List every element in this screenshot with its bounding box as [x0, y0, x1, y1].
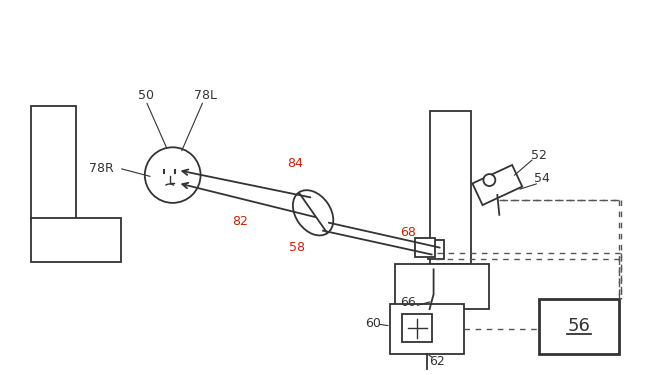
Text: 78L: 78L	[194, 89, 217, 102]
Text: 66: 66	[400, 296, 415, 309]
Circle shape	[483, 174, 495, 186]
Bar	[415, 238, 435, 258]
Text: 56: 56	[567, 318, 590, 336]
Bar	[31, 106, 76, 220]
Bar	[31, 218, 121, 262]
Bar	[395, 264, 489, 309]
Text: 68: 68	[400, 226, 415, 239]
Text: 62: 62	[429, 355, 444, 368]
Bar	[429, 111, 472, 264]
Text: 78R: 78R	[88, 162, 113, 175]
Bar	[427, 240, 444, 260]
Circle shape	[145, 147, 200, 203]
Bar	[539, 299, 619, 354]
Text: 52: 52	[531, 149, 547, 162]
Text: 60: 60	[365, 318, 381, 330]
Text: 50: 50	[138, 89, 154, 102]
Text: 82: 82	[232, 215, 249, 228]
Bar	[390, 304, 464, 354]
Text: 54: 54	[534, 172, 550, 184]
Text: 84: 84	[287, 157, 303, 170]
Bar	[402, 314, 431, 342]
Text: 58: 58	[289, 241, 305, 254]
Ellipse shape	[293, 190, 333, 236]
